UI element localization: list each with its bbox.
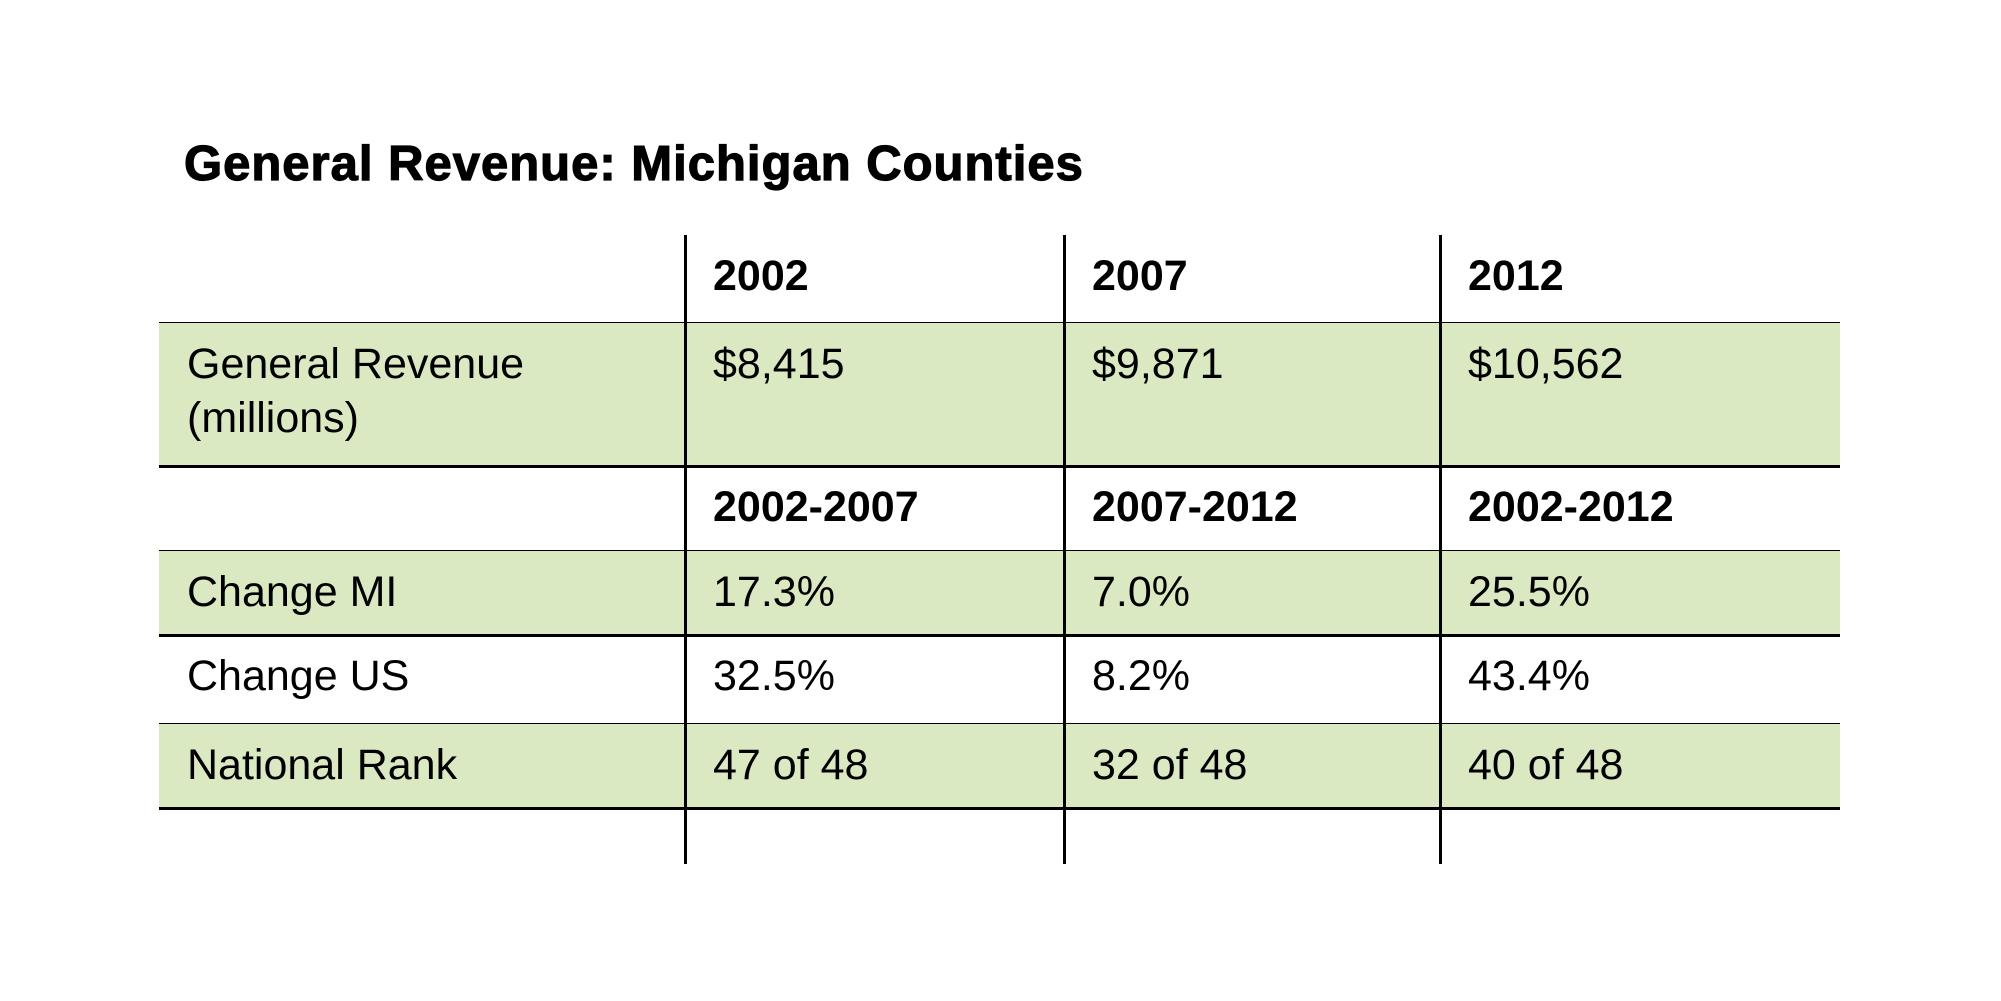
row-label: Change MI xyxy=(187,568,398,616)
column-header: 2007-2012 xyxy=(1092,483,1298,531)
row-fill xyxy=(159,551,1840,635)
row-border xyxy=(159,465,1840,468)
column-border xyxy=(1439,235,1442,864)
title: General Revenue: Michigan Counties xyxy=(183,136,1084,191)
column-border xyxy=(684,235,687,864)
row-border xyxy=(159,807,1840,810)
column-header: 2007 xyxy=(1092,252,1188,300)
column-header: 2012 xyxy=(1468,252,1564,300)
row-fill xyxy=(159,323,1840,466)
column-border xyxy=(1063,235,1066,864)
column-header: 2002-2012 xyxy=(1468,483,1674,531)
cell: 32 of 48 xyxy=(1092,741,1248,789)
cell: 43.4% xyxy=(1468,652,1590,700)
row-label: Change US xyxy=(187,652,410,700)
column-header: 2002 xyxy=(713,252,809,300)
cell: $9,871 xyxy=(1092,340,1224,388)
cell: 7.0% xyxy=(1092,568,1191,616)
cell: $8,415 xyxy=(713,340,845,388)
cell: 32.5% xyxy=(713,652,835,700)
row-border xyxy=(159,634,1840,637)
cell: 40 of 48 xyxy=(1468,741,1624,789)
cell: 8.2% xyxy=(1092,652,1191,700)
row-fill xyxy=(159,724,1840,808)
column-header: 2002-2007 xyxy=(713,483,919,531)
cell: 17.3% xyxy=(713,568,835,616)
cell: 47 of 48 xyxy=(713,741,869,789)
row-label: General Revenue (millions) xyxy=(187,340,525,442)
cell: $10,562 xyxy=(1468,340,1624,388)
row-label: National Rank xyxy=(187,741,458,789)
cell: 25.5% xyxy=(1468,568,1590,616)
